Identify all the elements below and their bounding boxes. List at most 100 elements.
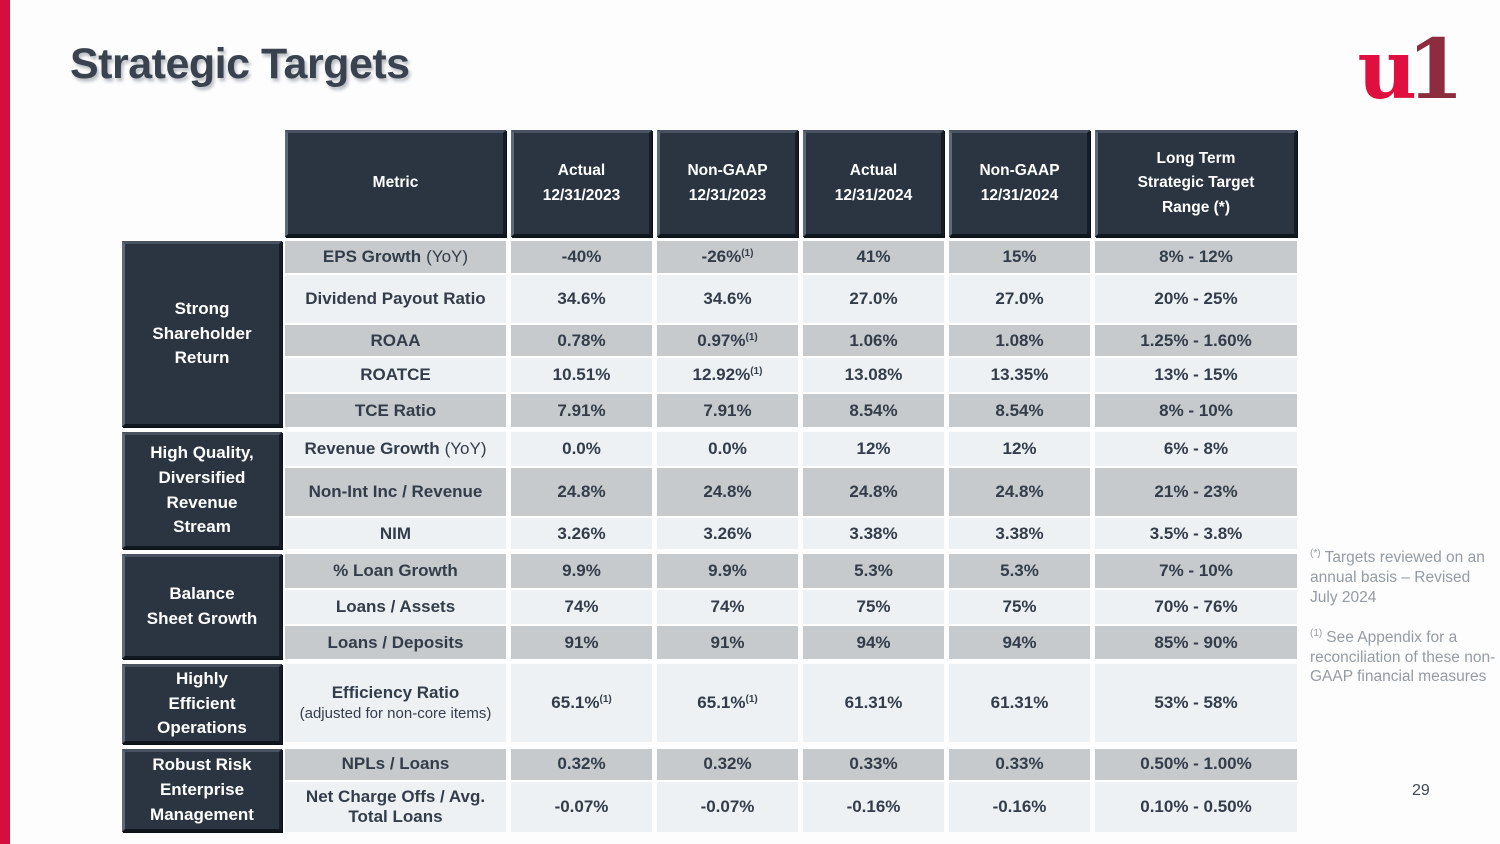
value-cell: 3.38% — [803, 518, 944, 549]
metric-name: Net Charge Offs / Avg. Total Loans — [305, 786, 486, 826]
target-range-cell: 3.5% - 3.8% — [1095, 518, 1297, 549]
group-high-quality-revenue: High Quality, Diversified Revenue Stream… — [122, 432, 1297, 549]
target-range-cell: 0.10% - 0.50% — [1095, 781, 1297, 832]
cell-value: 75% — [1002, 597, 1037, 616]
group-strong-shareholder-return: Strong Shareholder Return EPS Growth (YoY… — [122, 241, 1297, 427]
cell-value: 41% — [856, 247, 891, 266]
cell-value: 3.38% — [849, 523, 898, 543]
cell-value: 24.8% — [703, 482, 752, 501]
cell-value: 8% - 12% — [1159, 247, 1233, 266]
header-long-term-target: Long Term Strategic Target Range (*) — [1095, 130, 1297, 237]
target-range-cell: 6% - 8% — [1095, 432, 1297, 466]
value-cell: 10.51% — [511, 358, 652, 392]
cell-value: 7.91% — [703, 400, 752, 420]
cell-value: 10.51% — [552, 365, 611, 384]
value-cell: 24.8% — [511, 468, 652, 516]
footnotes: (*) Targets reviewed on an annual basis –… — [1310, 548, 1496, 707]
metric-cell: Non-Int Inc / Revenue — [285, 468, 506, 516]
metric-cell: EPS Growth (YoY) — [285, 241, 506, 273]
cell-value: -0.07% — [700, 796, 755, 816]
target-range-cell: 0.50% - 1.00% — [1095, 748, 1297, 780]
table-row: Efficiency Ratio (adjusted for non-core i… — [285, 664, 1297, 742]
cell-value: 74% — [564, 597, 599, 616]
value-cell: 0.33% — [949, 748, 1090, 780]
value-cell: 7.91% — [657, 394, 798, 427]
strategic-targets-table: Metric Actual 12/31/2023 Non-GAAP 12/31/… — [122, 130, 1297, 837]
value-cell: -0.16% — [949, 781, 1090, 832]
cell-value: 1.08% — [995, 330, 1044, 350]
cell-value: 12% — [856, 439, 891, 458]
value-cell: 3.26% — [657, 518, 798, 549]
value-cell: 5.3% — [949, 554, 1090, 588]
value-cell: 0.32% — [657, 748, 798, 780]
metric-cell: Efficiency Ratio (adjusted for non-core i… — [285, 664, 506, 742]
cell-value: 7% - 10% — [1159, 561, 1233, 580]
cell-value: 0.10% - 0.50% — [1140, 796, 1252, 816]
cell-value: 0.0% — [562, 439, 601, 458]
left-accent-bar — [0, 0, 10, 844]
value-cell: -26% (1) — [657, 241, 798, 273]
metric-cell: NIM — [285, 518, 506, 549]
footnote-text: See Appendix for a reconciliation of the… — [1310, 628, 1496, 686]
cell-value: 3.5% - 3.8% — [1149, 523, 1243, 543]
value-cell: 65.1% (1) — [657, 664, 798, 742]
cell-value: 1.25% - 1.60% — [1140, 330, 1252, 350]
metric-name: Loans / Deposits — [327, 632, 464, 652]
value-cell: 0.32% — [511, 748, 652, 780]
table-row: Dividend Payout Ratio 34.6% 34.6% 27.0% … — [285, 275, 1297, 325]
table-row: Loans / Assets 74% 74% 75% 75% 70% - 76% — [285, 590, 1297, 626]
value-cell: 0.97% (1) — [657, 325, 798, 356]
value-cell: 74% — [511, 590, 652, 624]
metric-note: (YoY) — [426, 247, 469, 266]
metric-cell: Dividend Payout Ratio — [285, 275, 506, 323]
value-cell: 24.8% — [657, 468, 798, 516]
footnote-symbol: (1) — [1310, 627, 1323, 639]
table-row: Loans / Deposits 91% 91% 94% 94% 85% - 9… — [285, 626, 1297, 659]
value-cell: 0.0% — [657, 432, 798, 466]
group-rows: Revenue Growth (YoY) 0.0% 0.0% 12% 12% 6%… — [285, 432, 1297, 549]
group-rows: NPLs / Loans 0.32% 0.32% 0.33% 0.33% 0.5… — [285, 748, 1297, 832]
value-cell: 94% — [803, 626, 944, 659]
group-label: Robust Risk Enterprise Management — [122, 748, 282, 832]
metric-cell: % Loan Growth — [285, 554, 506, 588]
value-cell: 27.0% — [949, 275, 1090, 323]
value-cell: 41% — [803, 241, 944, 273]
cell-value: 75% — [856, 597, 891, 616]
cell-value: 5.3% — [1000, 561, 1039, 580]
table-row: ROATCE 10.51% 12.92% (1) 13.08% 13.35% 13… — [285, 358, 1297, 394]
table-row: Revenue Growth (YoY) 0.0% 0.0% 12% 12% 6%… — [285, 432, 1297, 468]
cell-value: 13.08% — [844, 365, 903, 384]
cell-value: 74% — [710, 597, 745, 616]
metric-cell: Net Charge Offs / Avg. Total Loans — [285, 781, 506, 832]
cell-value: 1.06% — [849, 330, 898, 350]
cell-value: 27.0% — [995, 289, 1044, 308]
cell-value: 0.0% — [708, 439, 747, 458]
metric-name: Efficiency Ratio — [331, 682, 460, 702]
metric-name: ROATCE — [360, 365, 431, 384]
cell-value: 34.6% — [557, 289, 606, 308]
value-cell: 15% — [949, 241, 1090, 273]
cell-value: -26% — [701, 247, 742, 266]
cell-value: 8.54% — [995, 400, 1044, 420]
cell-value: 24.8% — [849, 482, 898, 501]
metric-cell: Revenue Growth (YoY) — [285, 432, 506, 466]
value-cell: 1.06% — [803, 325, 944, 356]
target-range-cell: 7% - 10% — [1095, 554, 1297, 588]
cell-value: 8% - 10% — [1159, 400, 1233, 420]
metric-name: EPS Growth — [322, 247, 422, 266]
value-cell: 34.6% — [511, 275, 652, 323]
metric-name: Dividend Payout Ratio — [305, 289, 486, 308]
value-cell: 0.0% — [511, 432, 652, 466]
footnote-non-gaap: (1) See Appendix for a reconciliation of … — [1310, 628, 1496, 688]
cell-value: 3.26% — [703, 523, 752, 543]
metric-name: NIM — [379, 523, 412, 543]
cell-value: 0.33% — [849, 754, 898, 774]
metric-name: ROAA — [370, 330, 421, 350]
value-cell: 27.0% — [803, 275, 944, 323]
table-row: ROAA 0.78% 0.97% (1) 1.06% 1.08% 1.25% - … — [285, 325, 1297, 358]
cell-value: 34.6% — [703, 289, 752, 308]
metric-name: NPLs / Loans — [341, 754, 450, 774]
page-number: 29 — [1412, 782, 1430, 799]
cell-value: 24.8% — [557, 482, 606, 501]
value-cell: 8.54% — [803, 394, 944, 427]
